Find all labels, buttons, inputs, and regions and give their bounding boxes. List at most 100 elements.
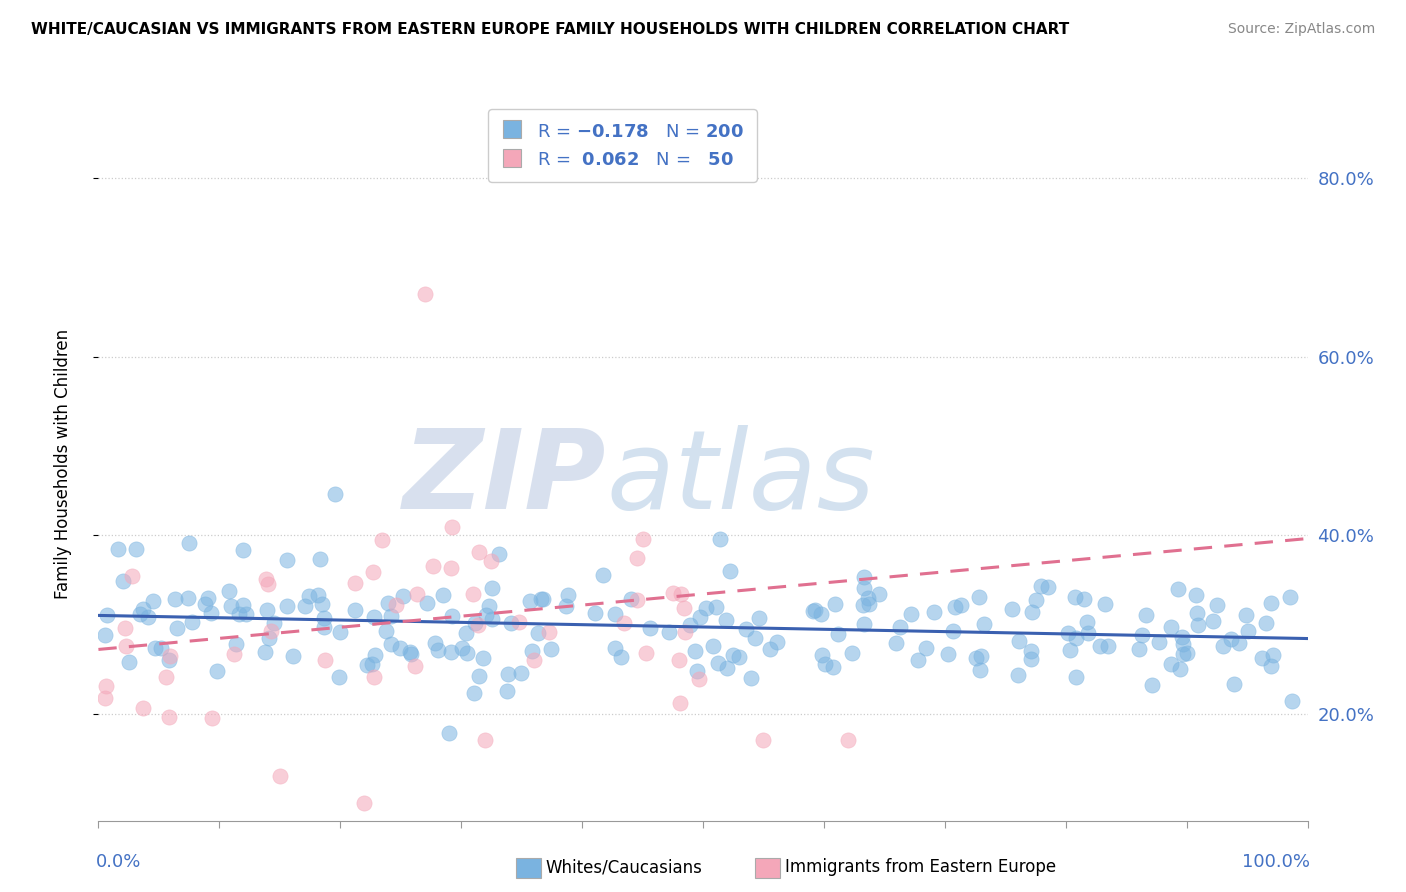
Point <box>689 610 711 624</box>
Point <box>177 591 200 605</box>
Point <box>1260 596 1282 610</box>
Point <box>758 642 780 657</box>
Point <box>938 647 960 661</box>
Point <box>200 606 222 620</box>
Point <box>685 644 707 658</box>
Point <box>283 649 305 664</box>
Point <box>852 617 875 632</box>
Point <box>638 621 661 635</box>
Text: Whites/Caucasians: Whites/Caucasians <box>546 858 703 876</box>
Point <box>413 287 436 301</box>
Point <box>228 607 250 621</box>
Point <box>1167 582 1189 597</box>
Point <box>361 565 384 579</box>
Point <box>965 650 987 665</box>
Point <box>1160 620 1182 634</box>
Point <box>853 582 876 596</box>
Text: atlas: atlas <box>606 425 875 532</box>
Point <box>1279 590 1302 604</box>
Point <box>225 637 247 651</box>
Point <box>752 733 775 747</box>
Point <box>531 591 554 606</box>
Point <box>380 637 402 651</box>
Point <box>467 617 489 632</box>
Point <box>969 663 991 677</box>
Point <box>704 600 727 615</box>
Point <box>886 636 908 650</box>
Point <box>735 622 758 636</box>
Point <box>803 603 825 617</box>
Point <box>900 607 922 622</box>
Point <box>253 645 276 659</box>
Point <box>260 624 283 638</box>
Point <box>312 620 335 634</box>
Point <box>481 581 503 595</box>
Point <box>136 609 159 624</box>
Point <box>1025 592 1047 607</box>
Point <box>662 586 685 600</box>
Point <box>125 541 148 556</box>
Point <box>658 625 681 640</box>
Point <box>177 536 200 550</box>
Point <box>1187 617 1209 632</box>
Point <box>852 598 875 612</box>
Point <box>142 594 165 608</box>
Text: WHITE/CAUCASIAN VS IMMIGRANTS FROM EASTERN EUROPE FAMILY HOUSEHOLDS WITH CHILDRE: WHITE/CAUCASIAN VS IMMIGRANTS FROM EASTE… <box>31 22 1069 37</box>
Point <box>422 559 444 574</box>
Point <box>118 655 141 669</box>
Point <box>889 620 911 634</box>
Point <box>440 520 463 534</box>
Point <box>821 660 844 674</box>
Point <box>437 726 460 740</box>
Point <box>309 552 332 566</box>
Point <box>509 666 531 681</box>
Point <box>853 570 876 584</box>
Point <box>1170 662 1192 676</box>
Point <box>1237 624 1260 638</box>
Point <box>673 601 696 615</box>
Point <box>1057 625 1080 640</box>
Point <box>620 592 643 607</box>
Point <box>1173 637 1195 651</box>
Point <box>716 661 738 675</box>
Point <box>468 545 491 559</box>
Point <box>363 610 385 624</box>
Point <box>1251 651 1274 665</box>
Point <box>112 574 135 588</box>
Point <box>478 599 501 613</box>
Point <box>356 657 378 672</box>
Point <box>159 648 181 663</box>
Point <box>1064 670 1087 684</box>
Point <box>605 607 627 622</box>
Point <box>388 640 411 655</box>
Point <box>427 643 450 657</box>
Text: 0.0%: 0.0% <box>96 853 142 871</box>
Point <box>942 624 965 639</box>
Point <box>440 608 463 623</box>
Point <box>495 684 517 698</box>
Point <box>1031 579 1053 593</box>
Point <box>827 627 849 641</box>
Point <box>1063 590 1085 604</box>
Point <box>668 653 690 667</box>
Point <box>451 641 474 656</box>
Point <box>740 671 762 685</box>
Point <box>474 733 496 747</box>
Point <box>592 567 614 582</box>
Point <box>129 607 152 621</box>
Point <box>325 487 347 501</box>
Point <box>1234 607 1257 622</box>
Point <box>555 599 578 613</box>
Point <box>132 602 155 616</box>
Point <box>197 591 219 605</box>
Point <box>1185 588 1208 602</box>
Point <box>669 696 692 710</box>
Point <box>94 691 117 706</box>
Point <box>1202 614 1225 628</box>
Point <box>464 616 486 631</box>
Point <box>166 621 188 635</box>
Point <box>973 617 995 632</box>
Point <box>1128 642 1150 657</box>
Point <box>520 643 543 657</box>
Text: 100.0%: 100.0% <box>1241 853 1310 871</box>
